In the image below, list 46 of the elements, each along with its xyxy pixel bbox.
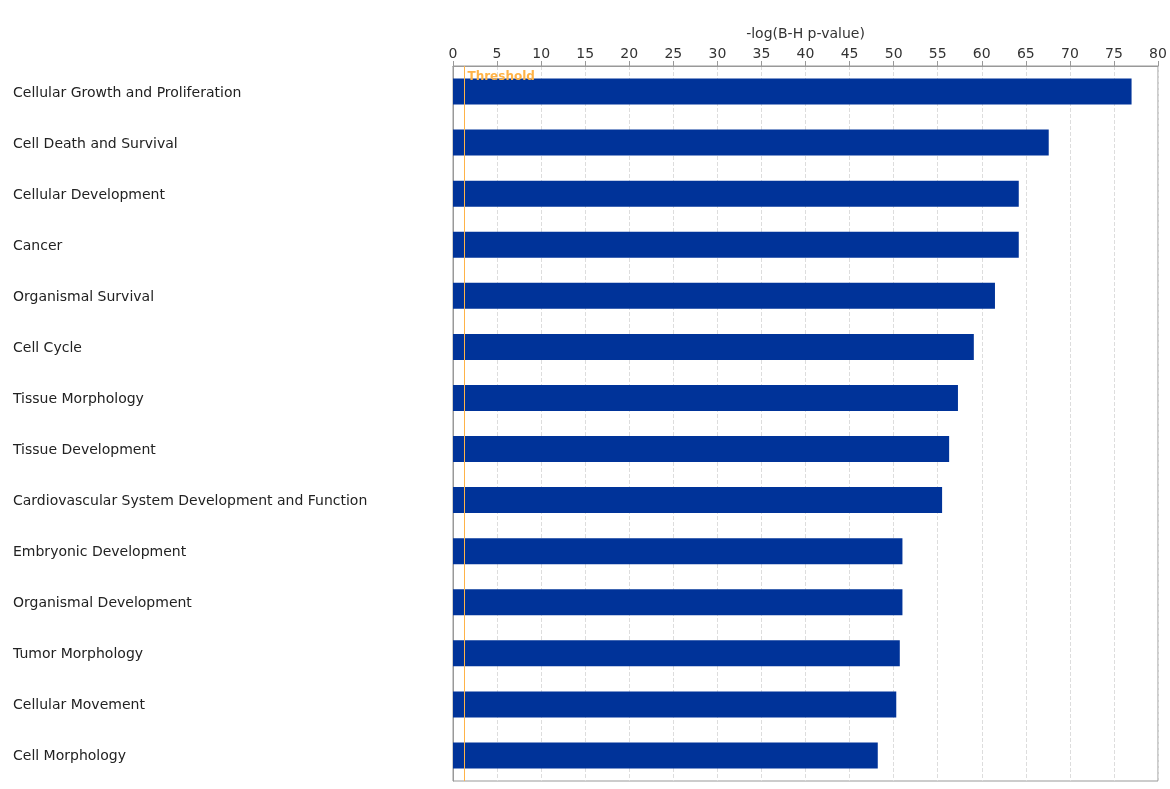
x-tick-label: 20 xyxy=(620,45,639,61)
bar xyxy=(453,333,974,360)
y-tick-label: Cellular Growth and Proliferation xyxy=(13,83,242,100)
x-tick-label: 25 xyxy=(664,45,683,61)
x-tick-label: 65 xyxy=(1016,45,1035,61)
bar xyxy=(453,180,1019,207)
x-tick-label: 5 xyxy=(492,45,502,61)
y-tick-label: Cell Death and Survival xyxy=(13,134,178,151)
y-tick-label: Tissue Development xyxy=(12,441,157,458)
x-tick-label: 70 xyxy=(1060,45,1079,61)
x-tick-label: 35 xyxy=(752,45,771,61)
x-axis-title: -log(B-H p-value) xyxy=(746,25,865,41)
y-tick-label: Tumor Morphology xyxy=(12,645,144,662)
bar xyxy=(453,487,943,514)
x-tick-label: 45 xyxy=(840,45,859,61)
bar xyxy=(453,691,897,718)
bar xyxy=(453,129,1049,156)
bar xyxy=(453,742,878,769)
x-tick-label: 50 xyxy=(884,45,903,61)
y-tick-label: Organismal Survival xyxy=(13,287,155,304)
y-tick-label: Cell Morphology xyxy=(13,747,126,764)
y-tick-label: Cellular Development xyxy=(13,185,166,202)
x-tick-label: 0 xyxy=(448,45,458,61)
bar xyxy=(453,231,1019,258)
x-tick-label: 80 xyxy=(1149,45,1167,61)
y-tick-label: Cardiovascular System Development and Function xyxy=(13,492,368,509)
y-tick-label: Tissue Morphology xyxy=(12,389,144,406)
bar xyxy=(453,384,958,411)
x-tick-label: 55 xyxy=(928,45,947,61)
bar xyxy=(453,589,903,616)
bar xyxy=(453,282,995,309)
x-tick-label: 10 xyxy=(532,45,551,61)
x-tick-label: 60 xyxy=(972,45,991,61)
y-tick-label: Embryonic Development xyxy=(13,543,187,560)
x-tick-label: 40 xyxy=(796,45,815,61)
bar xyxy=(453,640,900,667)
bar xyxy=(453,538,903,565)
y-tick-label: Cellular Movement xyxy=(13,696,146,713)
y-tick-label: Cancer xyxy=(13,236,63,253)
bar xyxy=(453,78,1132,105)
x-tick-label: 75 xyxy=(1105,45,1123,61)
x-tick-label: 30 xyxy=(708,45,727,61)
bar xyxy=(453,436,950,463)
x-tick-label: 15 xyxy=(576,45,595,61)
y-tick-label: Cell Cycle xyxy=(13,338,82,355)
y-tick-label: Organismal Development xyxy=(13,594,193,611)
